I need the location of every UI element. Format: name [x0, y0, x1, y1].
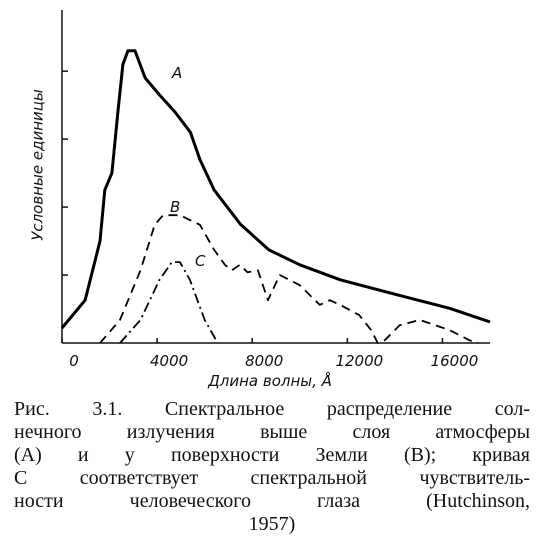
line-c	[119, 261, 219, 344]
line-b	[99, 214, 479, 344]
chart: Длина волны, Å Условные единицы 0 4000 800…	[29, 10, 491, 390]
series-label: B	[170, 198, 180, 216]
y-axis-label: Условные единицы	[29, 89, 47, 241]
caption: Рис. 3.1. Спектральное распределение сол…	[14, 398, 530, 536]
caption-line: 1957)	[248, 513, 296, 535]
line-a	[60, 49, 491, 329]
x-axis-label: Длина волны, Å	[207, 371, 332, 390]
x-tick-label: 8000	[245, 352, 283, 370]
caption-line: ности человеческого глаза (Hutchinson,	[14, 490, 530, 512]
caption-line: C соответствует спектральной чувствитель…	[14, 467, 530, 489]
series-label: A	[171, 64, 182, 82]
caption-line: (A) и у поверхности Земли (B); кривая	[14, 444, 530, 466]
caption-line: Рис. 3.1. Спектральное распределение сол…	[14, 398, 530, 420]
x-tick-label: 0	[69, 352, 79, 370]
series-label: C	[195, 252, 206, 270]
x-tick-label: 16000	[431, 352, 479, 370]
x-tick-label: 12000	[335, 352, 383, 370]
caption-line: нечного излучения выше слоя атмосферы	[14, 421, 530, 443]
x-tick-label: 4000	[150, 352, 188, 370]
